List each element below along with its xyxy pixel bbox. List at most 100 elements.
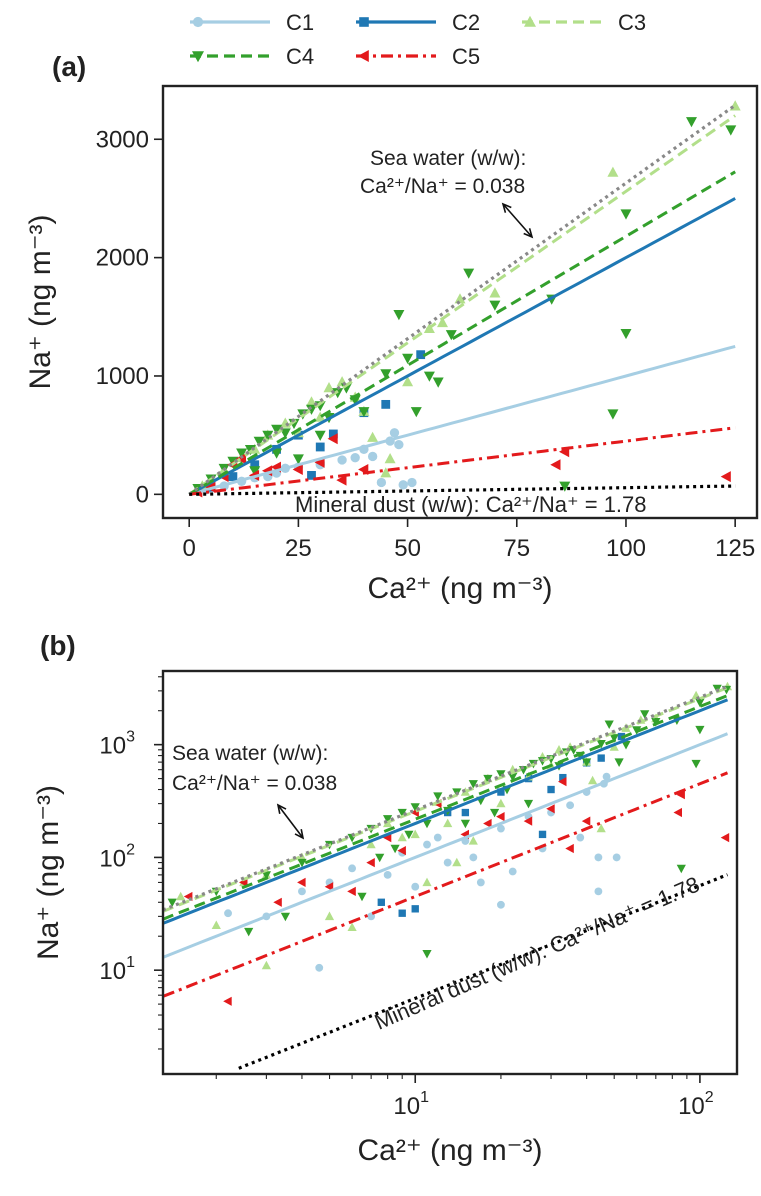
- dust-reference-line: [189, 484, 736, 496]
- series-c3: [176, 681, 733, 970]
- data-point-c1-16: [350, 452, 360, 463]
- data-point-c4-15: [332, 388, 344, 399]
- seawater-annotation-line1: Sea water (w/w):: [172, 742, 328, 765]
- data-point-c4-30: [607, 409, 619, 420]
- legend-marker-c1: [192, 16, 204, 28]
- data-point-c1-7: [337, 455, 347, 465]
- dust-annotation: Mineral dust (w/w): Ca²⁺/Na⁺ = 1.78: [295, 492, 647, 517]
- y-tick-label: 1000: [96, 363, 149, 390]
- seawater-annotation-line1: Sea water (w/w):: [370, 147, 526, 170]
- data-point-c5-4: [235, 453, 246, 465]
- dust-annotation: Mineral dust (w/w): Ca²⁺/Na⁺ = 1.78: [371, 872, 703, 1035]
- data-point-c5-15: [720, 471, 731, 483]
- data-point-c3-1: [211, 920, 221, 929]
- data-point-c4-27: [489, 300, 501, 311]
- data-point-c4-38: [314, 430, 326, 441]
- data-point-c4-33: [686, 117, 697, 128]
- data-point-c3-27: [588, 775, 598, 785]
- data-point-c3-8: [366, 839, 376, 849]
- legend-marker-c5: [357, 50, 369, 62]
- data-point-c2-6: [315, 442, 325, 452]
- data-point-c3-17: [607, 166, 619, 177]
- data-point-c1-20: [566, 801, 575, 810]
- data-point-c3-15: [454, 293, 466, 304]
- data-point-c5-16: [546, 804, 555, 814]
- legend-item-c2: C2: [356, 10, 480, 35]
- ticks: 0 25 50 75 100 125 0 1000 2000 3000: [96, 126, 756, 562]
- legend-marker-c4: [192, 51, 204, 63]
- data-point-c4-5: [297, 858, 307, 868]
- data-point-c1-21: [576, 833, 585, 842]
- data-point-c4-4: [236, 448, 248, 459]
- data-point-c3-19: [496, 798, 506, 808]
- seawater-annotation-line2: Ca²⁺/Na⁺ = 0.038: [360, 175, 525, 198]
- data-point-c4-14: [404, 830, 414, 840]
- legend-label-c4: C4: [286, 44, 314, 69]
- data-point-c5-17: [558, 777, 567, 787]
- data-point-c3-11: [410, 829, 420, 839]
- legend-item-c1: C1: [190, 10, 314, 35]
- annotations: Sea water (w/w): Ca²⁺/Na⁺ = 0.038 Mineral …: [295, 147, 647, 517]
- data-point-c2-8: [547, 785, 555, 794]
- legend-label-c2: C2: [452, 10, 480, 35]
- data-point-c4-12: [390, 844, 400, 854]
- data-point-c4-18: [433, 792, 443, 801]
- data-point-c4-26: [463, 268, 475, 279]
- data-point-c4-39: [596, 740, 606, 749]
- double-arrow-icon: [276, 803, 305, 840]
- x-tick-label: 75: [503, 535, 530, 562]
- data-point-c4-43: [621, 741, 631, 750]
- data-point-c5-8: [292, 464, 303, 475]
- data-point-c4-6: [253, 436, 265, 447]
- data-point-c2-11: [597, 754, 605, 762]
- data-point-c3-6: [324, 911, 335, 921]
- data-point-c1-26: [602, 772, 611, 781]
- data-point-c4-19: [380, 369, 392, 380]
- fit-line-c1: [188, 344, 736, 496]
- legend-item-c5: C5: [356, 44, 480, 69]
- series-c5: [192, 433, 731, 498]
- x-tick-label: 101: [393, 1089, 429, 1120]
- panel-a: 0 25 50 75 100 125 0 1000 2000 3000 Ca²⁺ (ng m⁻³) N…: [24, 51, 759, 605]
- legend: C1 C2 C3 C4 C5: [190, 10, 646, 69]
- data-point-c2-5: [497, 788, 505, 796]
- data-point-c4-49: [691, 759, 701, 769]
- data-point-c4-16: [422, 950, 432, 959]
- data-point-c3-6: [323, 382, 335, 393]
- y-tick-label: 103: [99, 729, 135, 760]
- data-point-c1-12: [443, 858, 452, 867]
- data-point-c3-0: [176, 891, 186, 901]
- data-point-c1-3: [315, 963, 324, 972]
- legend-item-c4: C4: [190, 44, 314, 69]
- data-point-c2-2: [250, 460, 260, 470]
- data-point-c4-4: [280, 912, 290, 922]
- data-point-c1-9: [411, 882, 420, 891]
- data-point-c1-16: [497, 900, 505, 909]
- y-tick-label: 101: [99, 954, 135, 985]
- data-point-c4-48: [676, 864, 686, 874]
- data-point-c4-13: [397, 808, 407, 818]
- data-point-c4-11: [383, 815, 393, 824]
- data-point-c2-9: [381, 399, 391, 409]
- data-point-c1-0: [224, 909, 232, 918]
- data-point-c5-10: [327, 433, 338, 445]
- data-point-c1-12: [398, 480, 408, 490]
- fit-line-c1: [163, 732, 729, 959]
- plot-area: [188, 100, 741, 498]
- panel-b: 101 102 101 102 103 Ca²⁺ (ng m⁻³) Na⁺ (ng m⁻³)…: [32, 630, 739, 1167]
- data-point-c4-29: [559, 481, 571, 492]
- data-point-c4-42: [614, 758, 624, 767]
- plot-frame: [161, 84, 759, 520]
- data-point-c1-23: [594, 853, 603, 862]
- data-point-c5-20: [673, 807, 682, 818]
- legend-label-c3: C3: [618, 10, 646, 35]
- x-tick-label: 100: [606, 535, 646, 562]
- data-point-c3-29: [609, 742, 619, 751]
- data-point-c4-50: [695, 725, 705, 735]
- data-point-c2-7: [328, 429, 338, 439]
- data-point-c4-24: [432, 377, 444, 388]
- fit-line-c2: [188, 197, 736, 496]
- data-point-c2-10: [416, 350, 426, 360]
- data-point-c4-44: [632, 726, 642, 735]
- ticks: 101 102 101 102 103: [99, 676, 714, 1120]
